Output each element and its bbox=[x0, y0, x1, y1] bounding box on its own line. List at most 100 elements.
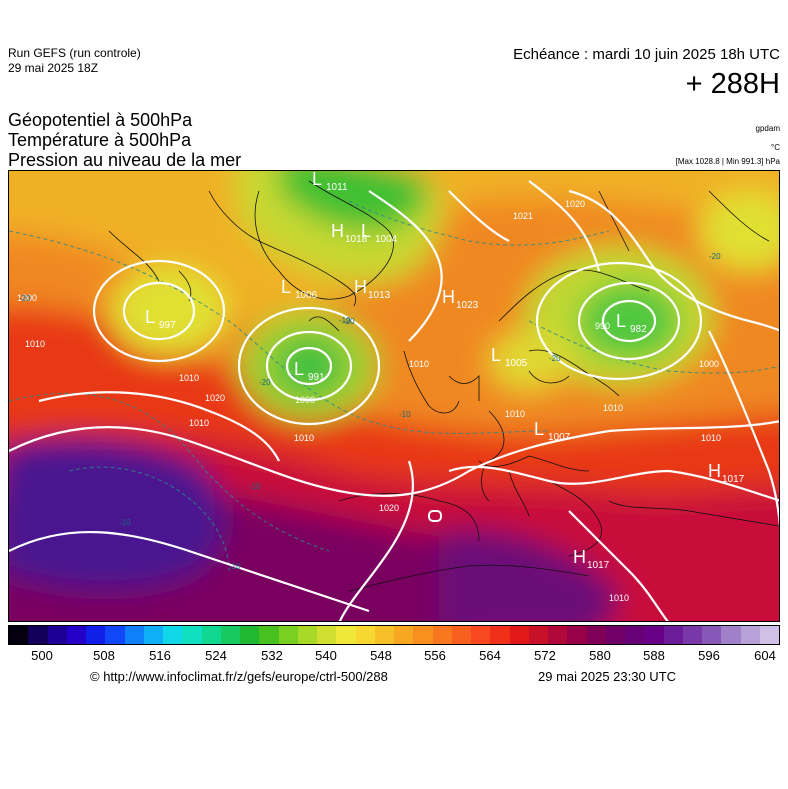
isobar-label: 1010 bbox=[189, 418, 209, 428]
svg-text:1006: 1006 bbox=[295, 290, 318, 301]
isotherm-label: -20 bbox=[259, 378, 271, 387]
colorbar-tick: 500 bbox=[31, 648, 53, 663]
colorbar-swatch bbox=[336, 626, 356, 644]
pressure-system-low: L 1004 bbox=[361, 221, 398, 245]
colorbar-swatch bbox=[644, 626, 664, 644]
colorbar-tick: 532 bbox=[261, 648, 283, 663]
isobar-label: 1010 bbox=[603, 403, 623, 413]
colorbar-swatch bbox=[548, 626, 568, 644]
colorbar-swatch bbox=[220, 626, 240, 644]
colorbar-tick: 556 bbox=[424, 648, 446, 663]
isobar-label: 1020 bbox=[379, 503, 399, 513]
svg-text:L: L bbox=[361, 221, 371, 241]
colorbar-tick: 580 bbox=[589, 648, 611, 663]
coastlines bbox=[108, 180, 779, 592]
pressure-system-high: H 1023 bbox=[442, 287, 479, 311]
colorbar-swatch bbox=[509, 626, 529, 644]
svg-text:1017: 1017 bbox=[722, 474, 745, 485]
isotherm-label: -20 bbox=[549, 354, 561, 363]
colorbar-swatch bbox=[625, 626, 645, 644]
pressure-system-low: L 997 bbox=[145, 307, 176, 331]
colorbar-swatch bbox=[721, 626, 741, 644]
colorbar-swatch bbox=[86, 626, 106, 644]
unit-temperature: °C bbox=[771, 143, 780, 152]
svg-text:1018: 1018 bbox=[345, 234, 368, 245]
colorbar-tick: 596 bbox=[698, 648, 720, 663]
pressure-system-low: L 991 bbox=[294, 359, 325, 383]
svg-text:1013: 1013 bbox=[368, 290, 391, 301]
colorbar-swatch bbox=[567, 626, 587, 644]
svg-text:1005: 1005 bbox=[505, 358, 528, 369]
colorbar-tick: 524 bbox=[205, 648, 227, 663]
colorbar-swatch bbox=[528, 626, 548, 644]
colorbar-swatch bbox=[740, 626, 760, 644]
svg-text:H: H bbox=[708, 461, 721, 481]
svg-text:1017: 1017 bbox=[587, 560, 610, 571]
forecast-valid-time: Echéance : mardi 10 juin 2025 18h UTC bbox=[513, 46, 780, 63]
isobar-label: 1000 bbox=[699, 359, 719, 369]
colorbar-swatch bbox=[124, 626, 144, 644]
weather-map: L 1011 H 1018 L 1004 L 1006 H 1013 H 1023 L 997 L 991 L 1… bbox=[8, 170, 780, 622]
colorbar-swatch bbox=[374, 626, 394, 644]
svg-text:L: L bbox=[145, 307, 155, 327]
isotherm-label: -10 bbox=[229, 562, 241, 571]
colorbar-swatch bbox=[471, 626, 491, 644]
unit-geopotential: gpdam bbox=[755, 124, 780, 133]
colorbar-swatch bbox=[413, 626, 433, 644]
colorbar-tick: 548 bbox=[370, 648, 392, 663]
colorbar-swatch bbox=[317, 626, 337, 644]
isobar-label: 990 bbox=[595, 321, 610, 331]
isotherm-label: -10 bbox=[249, 482, 261, 491]
isobar-label: 1020 bbox=[565, 199, 585, 209]
isobar-labels: 1000 1010 1020 1010 1010 1010 1020 1000 1010 1010… bbox=[17, 199, 721, 603]
isobar-label: 1010 bbox=[505, 409, 525, 419]
svg-text:L: L bbox=[281, 277, 291, 297]
colorbar-tick: 572 bbox=[534, 648, 556, 663]
pressure-system-low: L 1006 bbox=[281, 277, 318, 301]
forecast-horizon: + 288H bbox=[685, 68, 780, 100]
isotherm-label: -20 bbox=[19, 294, 31, 303]
svg-text:H: H bbox=[442, 287, 455, 307]
colorbar-swatch bbox=[259, 626, 279, 644]
colorbar-tick-labels: 500 508 516 524 532 540 548 556 564 572 580 588 596 6… bbox=[8, 648, 780, 666]
isotherm-label: -20 bbox=[709, 252, 721, 261]
colorbar-swatch bbox=[201, 626, 221, 644]
isobar-label: 1010 bbox=[25, 339, 45, 349]
svg-text:1004: 1004 bbox=[375, 234, 398, 245]
isobar-label: 1010 bbox=[609, 593, 629, 603]
run-date: 29 mai 2025 18Z bbox=[8, 61, 99, 75]
copyright-link[interactable]: © http://www.infoclimat.fr/z/gefs/europe… bbox=[90, 669, 388, 684]
colorbar-swatch bbox=[432, 626, 452, 644]
colorbar-swatch bbox=[586, 626, 606, 644]
isobar-label: 1020 bbox=[205, 393, 225, 403]
pressure-system-low: L 1011 bbox=[312, 171, 348, 193]
colorbar-swatch bbox=[182, 626, 202, 644]
colorbar-swatch bbox=[143, 626, 163, 644]
isotherms bbox=[9, 200, 779, 572]
title-temperature: Température à 500hPa bbox=[8, 130, 192, 150]
isotherm-label: -10 bbox=[399, 410, 411, 419]
isotherm-label: -20 bbox=[343, 317, 355, 326]
isotherm-label: -10 bbox=[119, 518, 131, 527]
isobar-label: 1000 bbox=[295, 395, 315, 405]
colorbar-swatch bbox=[297, 626, 317, 644]
svg-text:L: L bbox=[491, 345, 501, 365]
colorbar-tick: 604 bbox=[754, 648, 776, 663]
svg-text:1007: 1007 bbox=[548, 432, 571, 443]
colorbar-swatch bbox=[47, 626, 67, 644]
svg-text:L: L bbox=[534, 419, 544, 439]
isobar-label: 1010 bbox=[294, 433, 314, 443]
isobars bbox=[9, 180, 779, 621]
colorbar-swatch bbox=[605, 626, 625, 644]
isobar-label: 1010 bbox=[701, 433, 721, 443]
colorbar-swatch bbox=[451, 626, 471, 644]
colorbar-swatch bbox=[355, 626, 375, 644]
colorbar-swatch bbox=[240, 626, 260, 644]
svg-text:L: L bbox=[312, 171, 322, 189]
colorbar-swatch bbox=[9, 626, 29, 644]
colorbar-tick: 516 bbox=[149, 648, 171, 663]
svg-text:991: 991 bbox=[308, 372, 325, 383]
colorbar-swatch bbox=[663, 626, 683, 644]
title-sea-level-pressure: Pression au niveau de la mer bbox=[8, 150, 242, 170]
